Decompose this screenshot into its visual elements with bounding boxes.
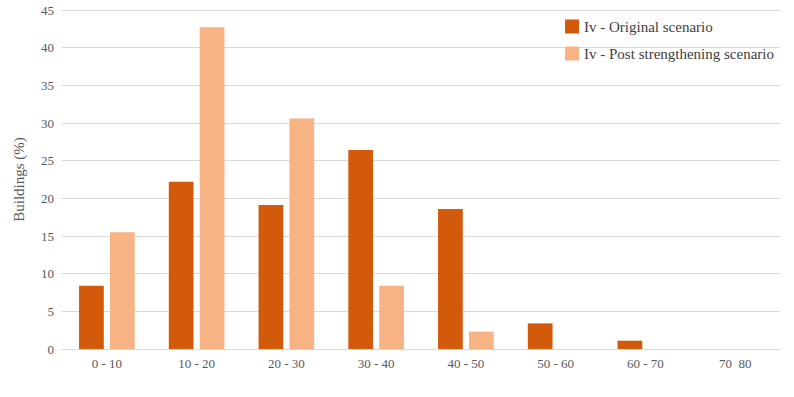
svg-text:Iv - Original scenario: Iv - Original scenario xyxy=(584,19,713,35)
svg-text:20: 20 xyxy=(41,191,54,206)
svg-text:10: 10 xyxy=(41,266,54,281)
svg-text:50 - 60: 50 - 60 xyxy=(537,356,574,371)
svg-text:30 - 40: 30 - 40 xyxy=(358,356,395,371)
svg-text:45: 45 xyxy=(41,3,54,18)
svg-text:0 - 10: 0 - 10 xyxy=(92,356,122,371)
svg-text:40 - 50: 40 - 50 xyxy=(447,356,484,371)
svg-text:30: 30 xyxy=(41,116,54,131)
svg-text:35: 35 xyxy=(41,78,54,93)
svg-text:5: 5 xyxy=(48,304,55,319)
svg-text:60 - 70: 60 - 70 xyxy=(627,356,664,371)
svg-text:15: 15 xyxy=(41,229,54,244)
svg-text:70 80: 70 80 xyxy=(719,356,752,371)
svg-text:Buildings (%): Buildings (%) xyxy=(11,137,28,222)
svg-text:25: 25 xyxy=(41,153,54,168)
svg-text:10 - 20: 10 - 20 xyxy=(178,356,215,371)
svg-text:40: 40 xyxy=(41,40,54,55)
svg-text:20 - 30: 20 - 30 xyxy=(268,356,305,371)
svg-text:Iv - Post strengthening scenar: Iv - Post strengthening scenario xyxy=(584,46,774,62)
svg-text:0: 0 xyxy=(48,342,55,357)
